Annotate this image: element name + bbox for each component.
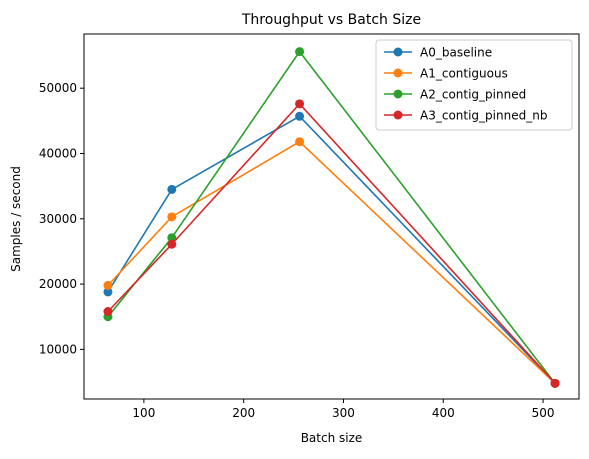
data-point: [295, 111, 305, 121]
x-axis-label: Batch size: [301, 431, 363, 445]
legend: A0_baseline A1_contiguous A2_contig_pinned…: [375, 39, 573, 131]
plot-area-frame: [83, 33, 580, 400]
data-point: [103, 280, 113, 290]
data-point: [295, 137, 305, 147]
y-tick-label: 10000: [39, 342, 77, 356]
series-lines: [103, 47, 560, 388]
data-point: [295, 99, 305, 109]
series-line: [107, 115, 556, 384]
legend-box: [375, 39, 573, 131]
data-point: [167, 212, 177, 222]
series-A3_contig_pinned_nb: [103, 99, 560, 388]
data-point: [103, 307, 113, 317]
x-tick-label: 500: [532, 406, 555, 420]
legend-swatch-marker: [393, 110, 403, 120]
data-point: [167, 184, 177, 194]
legend-item: A3_contig_pinned_nb: [384, 109, 547, 123]
data-point: [167, 239, 177, 249]
legend-label: A2_contig_pinned: [420, 88, 526, 102]
data-point: [550, 378, 560, 388]
x-tick-label: 300: [332, 406, 355, 420]
legend-label: A1_contiguous: [420, 67, 508, 81]
x-tick-label: 100: [132, 406, 155, 420]
x-tick-label: 200: [232, 406, 255, 420]
legend-item: A0_baseline: [384, 46, 492, 60]
data-point: [103, 287, 113, 297]
series-line: [107, 140, 556, 384]
legend-item: A2_contig_pinned: [384, 88, 526, 102]
legend-item: A1_contiguous: [384, 67, 508, 81]
series-line: [107, 103, 556, 384]
legend-label: A3_contig_pinned_nb: [420, 109, 547, 123]
y-axis-label: Samples / second: [9, 166, 23, 272]
axis-ticks: 100 200 300 400 500 10000 20000 30000 40000 50000: [39, 81, 555, 420]
y-tick-label: 50000: [39, 81, 77, 95]
y-tick-label: 20000: [39, 277, 77, 291]
data-point: [295, 47, 305, 57]
legend-swatch-marker: [393, 68, 403, 78]
data-point: [167, 233, 177, 243]
legend-swatch-marker: [393, 47, 403, 57]
y-tick-label: 40000: [39, 146, 77, 160]
x-tick-label: 400: [432, 406, 455, 420]
legend-label: A0_baseline: [420, 46, 492, 60]
legend-swatch-marker: [393, 89, 403, 99]
y-tick-label: 30000: [39, 212, 77, 226]
chart-title: Throughput vs Batch Size: [241, 12, 421, 28]
